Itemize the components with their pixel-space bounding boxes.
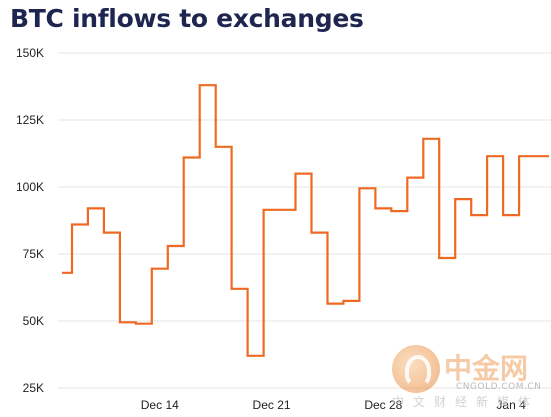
y-tick-label: 25K xyxy=(23,381,44,395)
x-tick-label: Dec 28 xyxy=(364,398,402,412)
watermark-brand: 中金网 xyxy=(444,352,529,385)
y-tick-label: 100K xyxy=(16,180,44,194)
y-tick-label: 75K xyxy=(23,247,44,261)
x-tick-label: Dec 14 xyxy=(141,398,179,412)
y-tick-label: 50K xyxy=(23,314,44,328)
x-tick-label: Dec 21 xyxy=(253,398,291,412)
y-tick-label: 125K xyxy=(16,113,44,127)
watermark-url: CNGOLD.COM.CN xyxy=(456,382,542,392)
chart-title: BTC inflows to exchanges xyxy=(10,4,364,33)
watermark-tagline: 中文财经新媒体 xyxy=(392,395,540,409)
watermark: 中金网 CNGOLD.COM.CN 中文财经新媒体 xyxy=(392,345,551,417)
series-line-btc-inflows xyxy=(62,84,549,357)
y-tick-label: 150K xyxy=(16,46,44,60)
watermark-logo-icon xyxy=(392,345,440,393)
x-tick-label: Jan 4 xyxy=(496,398,526,412)
